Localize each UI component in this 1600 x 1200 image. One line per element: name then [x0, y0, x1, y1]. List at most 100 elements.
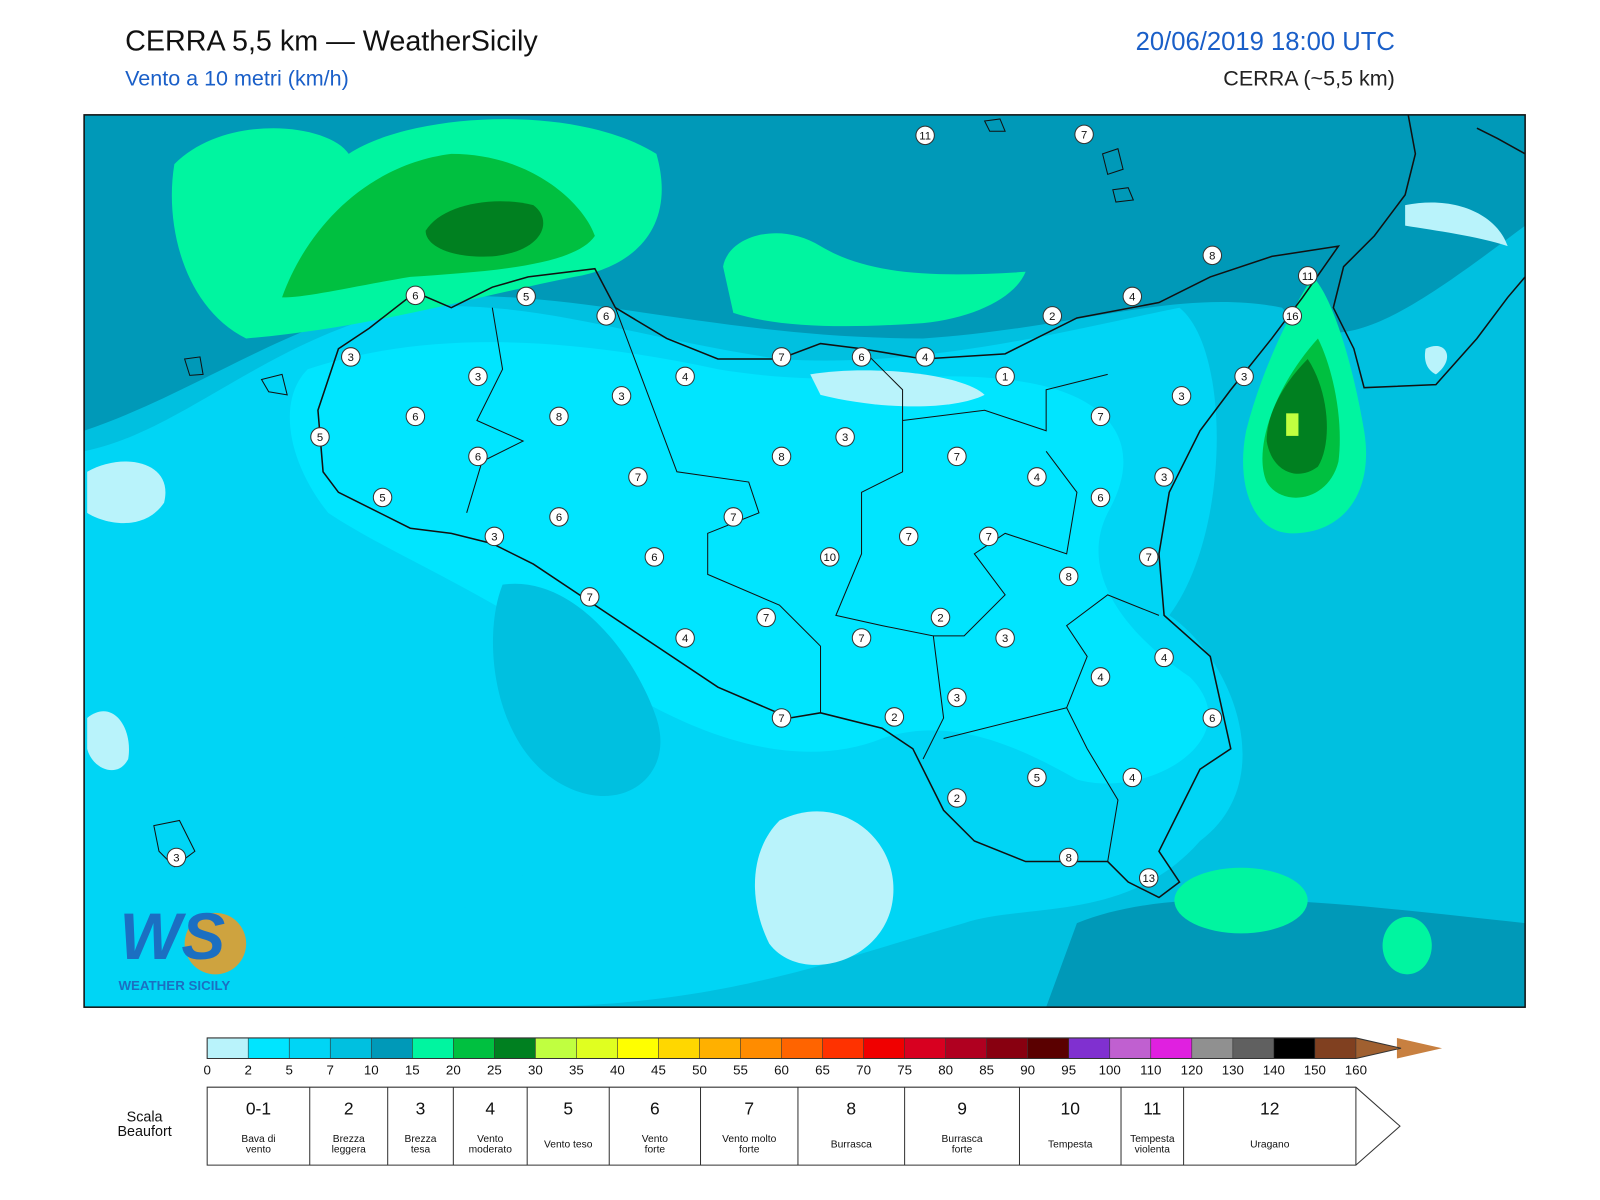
station-marker [341, 347, 361, 367]
colorbar-tick-label: 75 [897, 1062, 912, 1077]
station-value: 7 [763, 612, 769, 624]
colorbar-segment [453, 1037, 495, 1059]
station-value: 5 [523, 291, 529, 303]
beaufort-label: Beaufort [117, 1124, 171, 1140]
beaufort-force: 2 [344, 1098, 354, 1118]
station-marker [930, 607, 951, 628]
colorbar-tick-label: 15 [405, 1062, 420, 1077]
station-marker [484, 526, 505, 547]
station-value: 6 [412, 290, 418, 302]
colorbar-tick-label: 50 [692, 1062, 707, 1077]
beaufort-force: 4 [485, 1098, 495, 1118]
logo-sun [184, 912, 247, 975]
station-marker [1297, 266, 1318, 286]
beaufort-description: Tempesta [1048, 1139, 1093, 1150]
logo-text: WEATHER SICILY [118, 978, 230, 993]
beaufort-description: forte [739, 1144, 760, 1155]
station-marker [596, 306, 616, 326]
station-value: 4 [1129, 291, 1135, 303]
station-marker [995, 628, 1015, 648]
station-marker [851, 347, 872, 367]
station-marker [1171, 386, 1192, 406]
colorbar-tick-label: 95 [1061, 1062, 1076, 1077]
colorbar-segment [740, 1037, 782, 1059]
station-marker [947, 687, 967, 708]
colorbar-segment [207, 1037, 249, 1059]
province-border [902, 373, 1108, 432]
beaufort-description: Vento molto [722, 1134, 776, 1145]
station-value: 6 [603, 311, 609, 323]
colorbar-tick-label: 120 [1181, 1062, 1203, 1077]
station-marker [915, 125, 935, 146]
station-value: 7 [986, 531, 992, 543]
station-value: 8 [1209, 250, 1215, 262]
station-value: 2 [1049, 311, 1055, 323]
colorbar-tick-label: 30 [528, 1062, 543, 1077]
beaufort-description: forte [952, 1144, 973, 1155]
station-marker [995, 366, 1015, 387]
station-marker [405, 406, 426, 427]
colorbar-tick-label: 2 [244, 1062, 251, 1077]
station-value: 8 [778, 451, 784, 463]
station-value: 6 [556, 512, 562, 524]
beaufort-description: Burrasca [831, 1139, 872, 1150]
beaufort-force: 3 [416, 1098, 426, 1118]
legend: 0 2 5 7 10 15 20 25 30 35 40 45 50 55 60 65 70 75 80 85 90 95… [117, 1037, 1443, 1166]
station-marker [405, 285, 426, 306]
station-value: 4 [922, 352, 928, 364]
station-value: 6 [651, 552, 657, 564]
colorbar-segment [412, 1037, 454, 1059]
colorbar-segment [1109, 1037, 1151, 1059]
station-value: 2 [937, 612, 943, 624]
colorbar-segment [289, 1037, 331, 1059]
colorbar-segment [699, 1037, 741, 1059]
station-value: 11 [919, 130, 931, 142]
beaufort-description: Bava di [241, 1134, 275, 1145]
station-marker [675, 628, 695, 648]
station-marker [1154, 647, 1174, 668]
beaufort-description: Brezza [405, 1134, 437, 1145]
field [810, 370, 985, 407]
station-marker [756, 607, 776, 628]
station-marker [1027, 467, 1047, 487]
station-marker [771, 446, 792, 467]
colorbar-segment [494, 1037, 536, 1059]
beaufort-force: 11 [1143, 1098, 1161, 1118]
station-marker [1202, 708, 1223, 728]
station-marker [166, 847, 187, 868]
beaufort-force: 9 [957, 1098, 967, 1118]
station-value: 7 [778, 713, 784, 725]
station-value: 3 [1002, 633, 1008, 645]
beaufort-force: 8 [846, 1098, 856, 1118]
station-value: 7 [858, 633, 864, 645]
colorbar-segment [1232, 1037, 1274, 1059]
field [87, 461, 166, 524]
station-value: 6 [1097, 492, 1103, 504]
station-value: 7 [730, 512, 736, 524]
colorbar-segment [1027, 1037, 1069, 1059]
province-border [835, 348, 945, 760]
beaufort-description: Uragano [1250, 1139, 1290, 1150]
colorbar-tick-label: 85 [979, 1062, 994, 1077]
beaufort-force: 7 [744, 1098, 754, 1118]
station-value: 3 [618, 391, 624, 403]
station-marker [1154, 467, 1174, 487]
field [723, 233, 1026, 327]
beaufort-force: 5 [563, 1098, 573, 1118]
logo: WS WEATHER SICILY [118, 900, 247, 993]
date: 20/06/2019 18:00 UTC [1136, 28, 1395, 56]
station-value: 6 [1209, 713, 1215, 725]
station-marker [1234, 366, 1254, 387]
logo-mark: WS [119, 900, 225, 973]
field [87, 711, 129, 771]
station-value: 6 [858, 352, 864, 364]
station-value: 5 [317, 432, 323, 444]
province-border [1065, 594, 1160, 862]
station-value: 7 [1146, 552, 1152, 564]
station-value: 8 [1066, 852, 1072, 864]
station-marker [851, 628, 872, 648]
station-marker [1138, 868, 1159, 888]
colorbar-segment [1150, 1037, 1192, 1059]
station-marker [835, 427, 855, 447]
